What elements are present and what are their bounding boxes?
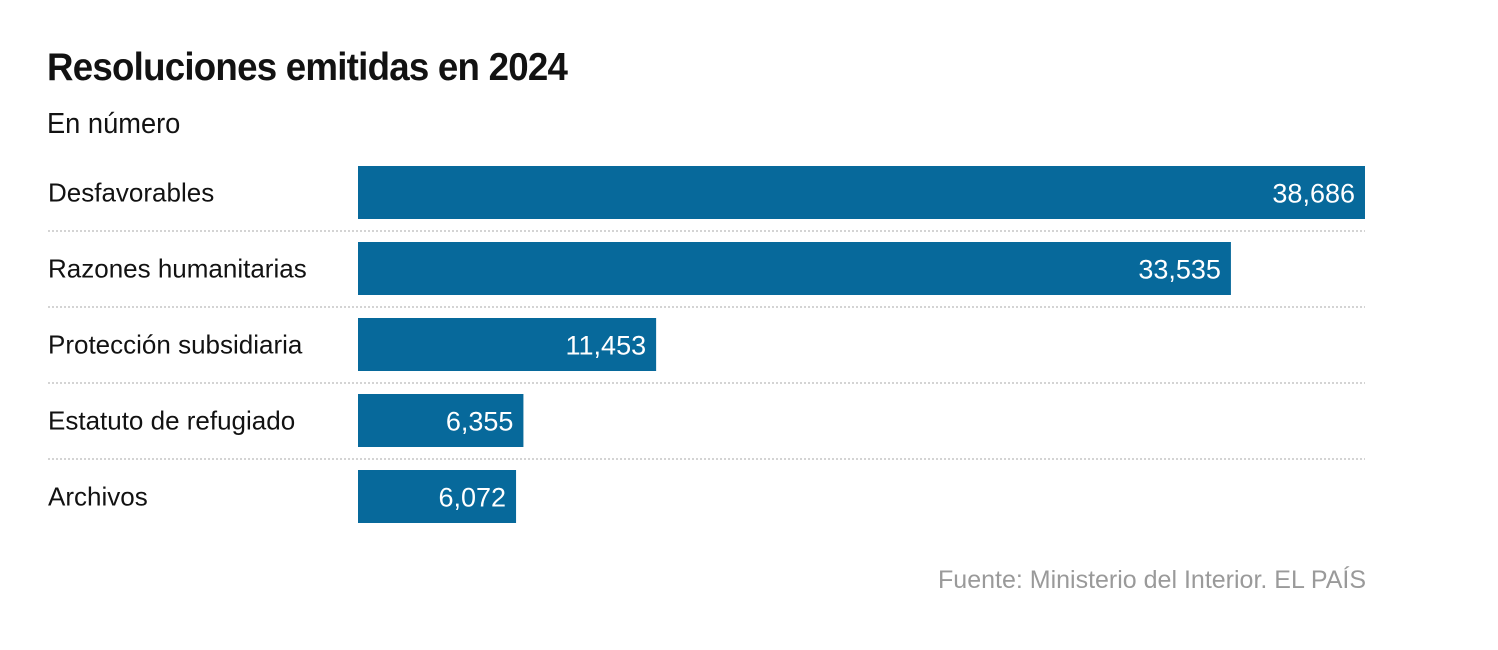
value-label: 11,453 (566, 331, 647, 361)
chart-title: Resoluciones emitidas en 2024 (47, 46, 568, 89)
value-label: 6,355 (446, 407, 514, 437)
category-label: Desfavorables (48, 178, 214, 208)
bar (358, 470, 517, 523)
category-label: Protección subsidiaria (48, 330, 303, 360)
chart-subtitle: En número (47, 108, 181, 140)
bar (358, 242, 1231, 295)
bar (358, 394, 524, 447)
value-label: 33,535 (1138, 255, 1221, 285)
value-label: 6,072 (438, 483, 506, 513)
bar (358, 318, 657, 371)
category-label: Estatuto de refugiado (48, 406, 295, 436)
category-label: Archivos (48, 482, 148, 512)
value-label: 38,686 (1272, 179, 1355, 209)
source-note: Fuente: Ministerio del Interior. EL PAÍS (938, 566, 1366, 594)
bar (358, 166, 1365, 219)
category-label: Razones humanitarias (48, 254, 307, 284)
